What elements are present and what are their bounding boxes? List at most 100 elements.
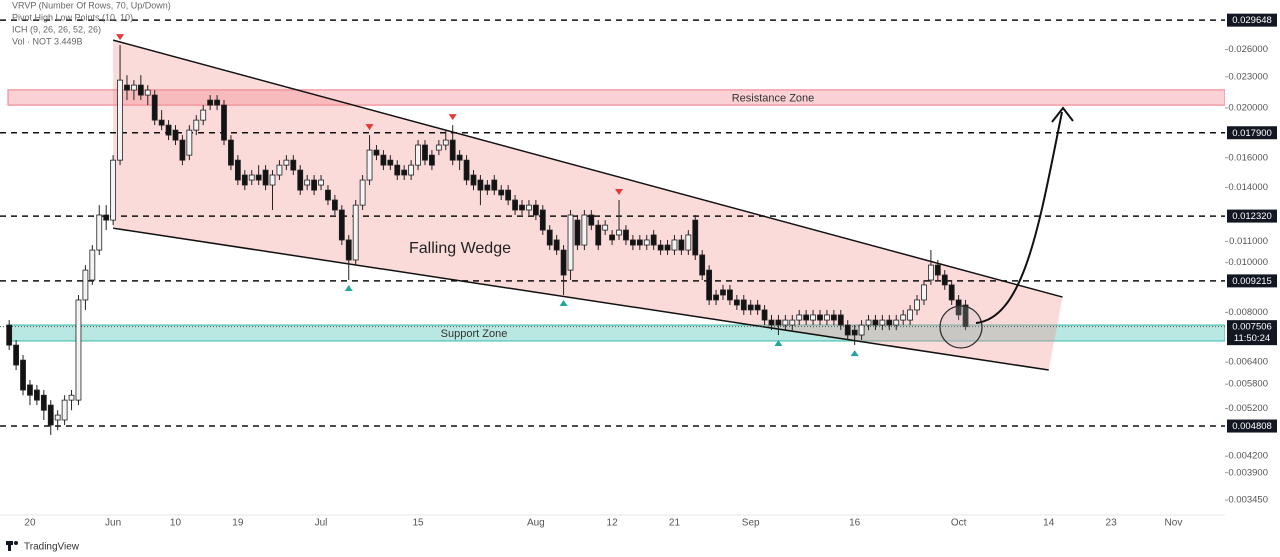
arrow-head: [1051, 106, 1074, 123]
candle-body: [352, 204, 359, 261]
candle-body: [207, 99, 214, 106]
level-label: 0.012320: [1232, 211, 1272, 222]
candle-body: [75, 299, 82, 401]
candle-body: [158, 119, 165, 126]
candle-body: [165, 124, 172, 136]
candle-body: [602, 224, 609, 231]
last-price-label: 0.007506: [1232, 322, 1272, 333]
y-tick-label: 0.006400: [1228, 357, 1268, 368]
candle-body: [255, 174, 262, 181]
candle-body: [442, 139, 449, 146]
candle-body: [172, 129, 179, 141]
y-tick-label: 0.004200: [1228, 451, 1268, 462]
projection-arrow: [975, 111, 1063, 324]
y-tick-label: 0.008000: [1228, 307, 1268, 318]
level-label: 0.017900: [1232, 128, 1272, 139]
y-tick-label: 0.020000: [1228, 102, 1268, 113]
candle-body: [359, 179, 366, 206]
candle-body: [228, 139, 234, 166]
x-tick-label: Nov: [1165, 518, 1183, 529]
candle-body: [581, 214, 588, 246]
candle-body: [803, 314, 810, 321]
pivot-low: [850, 350, 859, 357]
candle-body: [366, 149, 373, 181]
y-tick-label: 0.023000: [1228, 71, 1268, 82]
candle-body: [449, 139, 456, 161]
candle-body: [61, 399, 68, 421]
candle-body: [623, 229, 629, 241]
candle-body: [844, 324, 851, 336]
pattern-label: Falling Wedge: [409, 240, 511, 257]
candle-body: [824, 314, 830, 321]
pivot-high: [615, 189, 624, 196]
candle-body: [40, 394, 47, 411]
candle-body: [477, 179, 484, 191]
candle-body: [103, 214, 110, 221]
candle-body: [304, 179, 311, 186]
candle-body: [68, 394, 75, 401]
candle-body: [796, 314, 803, 321]
candle-body: [151, 94, 158, 121]
candle-body: [387, 159, 394, 166]
indicator-label: Pivot High Low Points (10, 10): [12, 12, 133, 22]
candle-body: [519, 204, 525, 211]
candle-body: [768, 319, 775, 326]
x-tick-label: Oct: [951, 518, 967, 529]
y-tick-label: 0.003450: [1228, 495, 1268, 506]
candle-body: [193, 119, 200, 131]
candle-body: [6, 324, 13, 346]
candle-body: [616, 229, 622, 236]
candle-body: [505, 189, 512, 201]
candle-body: [907, 309, 913, 321]
candle-body: [124, 84, 130, 91]
candle-body: [934, 264, 941, 276]
candle-body: [727, 289, 733, 301]
candle-body: [248, 174, 255, 181]
candle-body: [318, 179, 324, 186]
level-tag: [1227, 419, 1277, 433]
candle-body: [200, 109, 207, 121]
candle-body: [47, 404, 54, 426]
candle-body: [331, 199, 338, 211]
x-tick-label: 15: [412, 518, 424, 529]
wedge-fill: [113, 40, 1063, 371]
pivot-low: [559, 299, 568, 306]
candle-body: [872, 319, 879, 326]
candle-body: [837, 314, 844, 326]
candle-body: [394, 164, 401, 176]
candle-body: [96, 214, 103, 251]
candle-body: [221, 104, 227, 141]
candle-body: [262, 169, 269, 186]
indicator-label: VRVP (Number Of Rows, 70, Up/Down): [12, 0, 171, 10]
y-tick-label: 0.014000: [1228, 182, 1268, 193]
trendline: [113, 227, 1049, 371]
candle-body: [789, 319, 796, 326]
candle-body: [671, 239, 678, 251]
level-label: 0.009215: [1232, 276, 1272, 287]
candle-body: [338, 209, 345, 241]
candle-body: [345, 239, 352, 261]
candle-body: [754, 304, 761, 311]
candle-body: [629, 239, 636, 246]
last-price-tag: [1227, 320, 1277, 346]
candle-body: [512, 199, 518, 211]
pivot-low: [774, 340, 783, 347]
candle-body: [54, 414, 61, 421]
candle-body: [89, 249, 96, 281]
candle-body: [269, 174, 276, 186]
candle-body: [851, 329, 858, 336]
candle-body: [685, 234, 692, 251]
candle-body: [470, 174, 477, 186]
y-tick-label: 0.026000: [1228, 44, 1268, 55]
candle-body: [13, 344, 19, 366]
candle-body: [401, 169, 408, 176]
x-tick-label: Sep: [742, 518, 760, 529]
zone-label: Resistance Zone: [732, 92, 815, 104]
trendline: [112, 39, 1063, 298]
candle-body: [567, 214, 574, 271]
candle-body: [380, 154, 387, 166]
candle-body: [186, 129, 193, 156]
candle-body: [699, 254, 706, 276]
